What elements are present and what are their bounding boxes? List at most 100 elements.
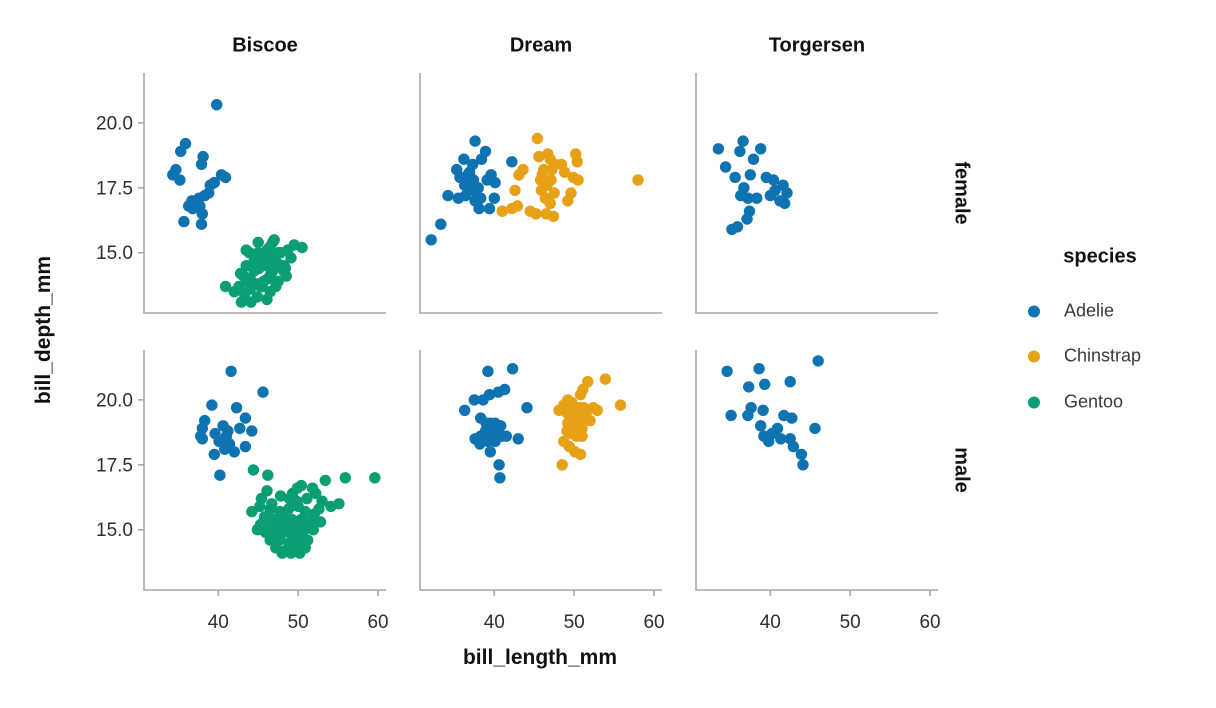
data-point-adelie [784,376,796,388]
data-point-chinstrap [513,169,525,181]
data-point-adelie [512,433,524,445]
data-point-adelie [751,192,763,204]
data-point-gentoo [288,239,300,251]
x-tick-label: 40 [208,612,229,633]
legend-item-chinstrap: Chinstrap [1028,346,1141,367]
x-tick-label: 60 [643,612,664,633]
y-tick-label: 20.0 [96,113,133,134]
data-point-adelie [473,202,485,215]
x-tick-label: 50 [840,612,861,633]
data-point-adelie [763,435,775,448]
data-point-gentoo [369,472,381,484]
data-point-chinstrap [530,208,542,220]
data-point-adelie [742,192,754,204]
data-point-adelie [219,171,232,184]
data-point-adelie [741,213,753,225]
data-point-adelie [712,143,725,155]
legend-label-gentoo: Gentoo [1064,391,1124,412]
data-point-chinstrap [544,197,556,210]
y-tick-label: 17.5 [96,455,133,476]
facet-col-title-dream: Dream [509,34,573,57]
y-tick-label: 17.5 [96,178,133,199]
facet-col-title-torgersen: Torgersen [768,34,866,57]
data-point-adelie [734,145,746,158]
data-point-adelie [781,187,793,199]
data-point-gentoo [319,474,331,487]
y-tick-label: 20.0 [96,390,133,411]
data-point-adelie [506,363,519,375]
data-point-adelie [809,422,821,435]
data-point-adelie [488,192,500,204]
data-point-gentoo [219,280,232,293]
legend-label-chinstrap: Chinstrap [1064,345,1142,366]
data-point-chinstrap [632,174,644,186]
data-point-gentoo [276,547,288,559]
data-point-chinstrap [576,430,588,442]
data-point-chinstrap [509,184,521,197]
data-point-gentoo [339,472,351,484]
data-point-adelie [755,143,767,155]
data-point-chinstrap [553,404,565,416]
data-point-adelie [442,189,454,202]
data-point-chinstrap [614,399,627,411]
data-point-adelie [228,446,240,458]
data-point-chinstrap [536,169,548,181]
data-point-adelie [468,394,480,406]
data-point-adelie [759,378,771,390]
data-point-gentoo [272,247,284,259]
data-point-adelie [217,420,229,432]
data-point-chinstrap [545,174,557,186]
data-point-adelie [482,365,494,377]
data-point-gentoo [268,234,280,246]
data-point-adelie [195,158,208,171]
data-point-adelie [199,414,211,427]
data-point-chinstrap [572,174,584,186]
data-point-adelie [753,363,765,375]
data-point-adelie [493,459,505,471]
data-point-adelie [483,389,496,401]
data-point-adelie [725,409,737,422]
gentoo-swatch-icon [1028,396,1040,408]
data-point-adelie [489,176,501,189]
data-point-adelie [797,459,809,471]
data-point-adelie [463,166,476,178]
data-point-chinstrap [511,200,524,212]
data-point-adelie [435,218,447,230]
data-point-adelie [767,174,780,186]
data-point-chinstrap [562,195,574,207]
data-point-gentoo [246,505,258,518]
data-point-adelie [225,365,237,377]
data-point-adelie [775,433,787,445]
data-point-adelie [500,430,512,442]
data-point-adelie [472,182,484,194]
data-point-gentoo [240,244,252,256]
data-point-adelie [787,440,800,453]
data-point-gentoo [274,490,287,502]
data-point-adelie [257,386,269,398]
data-point-gentoo [261,485,273,497]
data-point-adelie [219,443,231,455]
data-point-adelie [475,153,488,165]
data-point-adelie [195,430,207,442]
data-point-adelie [506,156,518,168]
data-point-adelie [489,435,501,448]
data-point-adelie [483,202,496,215]
data-point-adelie [214,469,226,481]
data-point-adelie [719,161,732,173]
data-point-gentoo [310,487,322,500]
data-point-adelie [234,422,246,435]
legend-title: species [1063,245,1137,268]
x-tick-label: 60 [367,612,388,633]
data-point-adelie [174,174,186,186]
data-point-gentoo [333,498,345,510]
data-point-adelie [452,192,464,204]
data-point-gentoo [251,524,264,536]
data-point-gentoo [252,247,264,259]
data-point-adelie [729,171,741,184]
data-point-adelie [178,215,190,228]
legend-item-adelie: Adelie [1028,301,1114,322]
data-point-adelie [726,223,738,236]
data-point-adelie [484,446,496,458]
data-point-adelie [211,99,223,111]
data-point-chinstrap [548,187,560,199]
